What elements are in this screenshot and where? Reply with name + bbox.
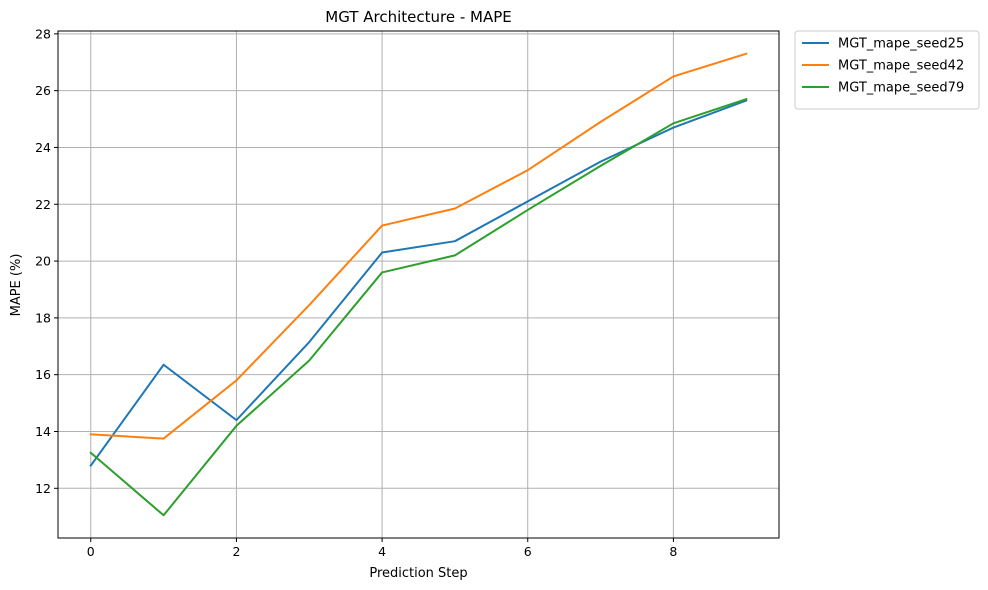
y-tick-label: 28 <box>35 26 51 41</box>
legend-frame <box>794 30 980 110</box>
y-tick-label: 20 <box>35 254 51 269</box>
x-tick-label: 8 <box>669 544 677 559</box>
legend-label: MGT_mape_seed79 <box>838 81 964 96</box>
plot-frame <box>57 30 780 539</box>
x-axis-label: Prediction Step <box>369 566 467 581</box>
legend-label: MGT_mape_seed42 <box>838 59 964 74</box>
y-tick-label: 12 <box>35 481 51 496</box>
x-tick-label: 0 <box>87 544 95 559</box>
y-tick-label: 24 <box>35 140 51 155</box>
y-axis-ticks: 12 14 16 18 20 22 24 26 28 <box>35 26 58 496</box>
legend-label: MGT_mape_seed25 <box>838 37 964 52</box>
series-lines <box>89 52 748 517</box>
series-line-MGT_mape_seed42 <box>89 52 748 440</box>
grid <box>58 31 779 538</box>
y-tick-label: 14 <box>35 424 51 439</box>
x-axis-ticks: 0 2 4 6 8 <box>87 538 677 559</box>
legend: MGT_mape_seed25 MGT_mape_seed42 MGT_mape_s… <box>794 30 980 110</box>
y-axis-label: MAPE (%) <box>9 254 24 317</box>
x-tick-label: 6 <box>524 544 532 559</box>
x-tick-label: 2 <box>232 544 240 559</box>
y-tick-label: 18 <box>35 310 51 325</box>
x-tick-label: 4 <box>378 544 386 559</box>
series-line-MGT_mape_seed25 <box>89 99 748 467</box>
chart-title: MGT Architecture - MAPE <box>325 8 511 26</box>
y-tick-label: 26 <box>35 83 51 98</box>
y-tick-label: 16 <box>35 367 51 382</box>
series-line-MGT_mape_seed79 <box>89 97 748 517</box>
y-tick-label: 22 <box>35 197 51 212</box>
